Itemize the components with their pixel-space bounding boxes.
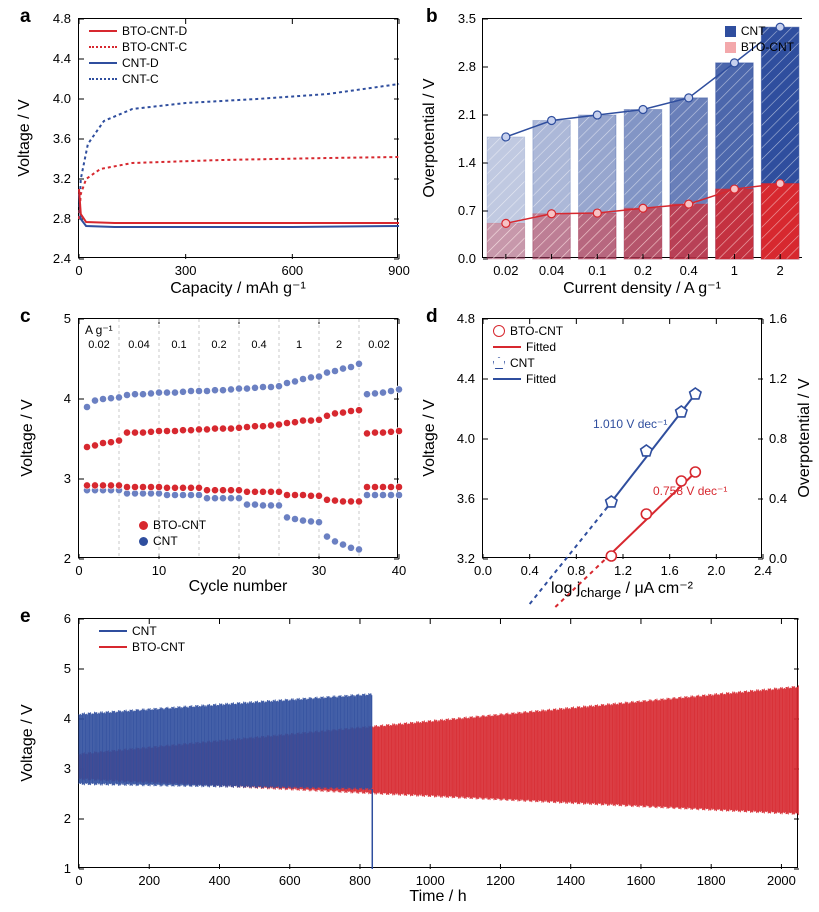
legend-label: Fitted <box>526 339 556 355</box>
panel-c-ag-label: A g⁻¹ <box>85 323 113 337</box>
legend-cnt: CNT <box>725 23 794 39</box>
legend-cnt-c: CNT-C <box>89 71 187 87</box>
legend-cnt-c2: CNT <box>139 533 206 549</box>
legend-label: CNT-C <box>122 71 159 87</box>
panel-a-legend: BTO-CNT-D BTO-CNT-C CNT-D CNT-C <box>89 23 187 87</box>
legend-cnt-d: CNT <box>493 355 563 371</box>
panel-c-plot: A g⁻¹ BTO-CNT CNT 01020304023450.020.040… <box>78 318 398 558</box>
panel-a: a BTO-CNT-D BTO-CNT-C CNT-D CNT-C 030060… <box>0 0 410 300</box>
legend-bto-cnt: BTO-CNT <box>725 39 794 55</box>
legend-label: CNT <box>132 623 157 639</box>
panel-c-xlabel: Cycle number <box>189 578 288 596</box>
panel-c: c A g⁻¹ BTO-CNT CNT 01020304023450.020.0… <box>0 300 410 600</box>
figure: a BTO-CNT-D BTO-CNT-C CNT-D CNT-C 030060… <box>0 0 819 912</box>
panel-d-label: d <box>426 306 438 328</box>
panel-a-xlabel: Capacity / mAh g⁻¹ <box>170 278 306 298</box>
panel-c-svg <box>79 319 399 559</box>
panel-a-label: a <box>20 6 31 28</box>
panel-d-xlabel: log jcharge / μA cm⁻² <box>551 578 693 600</box>
slope-bto-text: 0.758 V dec⁻¹ <box>653 484 727 498</box>
panel-e: e CNT BTO-CNT 02004006008001000120014001… <box>0 600 819 912</box>
panel-d: d BTO-CNT Fitted CNT Fitted 1.010 V dec⁻… <box>410 300 819 600</box>
legend-label: BTO-CNT <box>132 639 185 655</box>
legend-label: BTO-CNT-D <box>122 23 187 39</box>
panel-e-plot: CNT BTO-CNT 0200400600800100012001400160… <box>78 618 798 868</box>
panel-e-svg <box>79 619 799 869</box>
legend-label: BTO-CNT <box>741 39 794 55</box>
panel-b-legend: CNT BTO-CNT <box>725 23 794 55</box>
legend-fit-cnt: Fitted <box>493 371 563 387</box>
legend-cnt-e: CNT <box>99 623 185 639</box>
legend-label: CNT-D <box>122 55 159 71</box>
panel-d-ylabel-right: Overpotential / V <box>796 378 814 497</box>
panel-c-ylabel: Voltage / V <box>19 399 37 476</box>
panel-d-plot: BTO-CNT Fitted CNT Fitted 1.010 V dec⁻¹ … <box>482 318 762 558</box>
panel-b-xlabel: Current density / A g⁻¹ <box>563 278 721 298</box>
panel-b-plot: CNT BTO-CNT 0.00.71.42.12.83.50.020.040.… <box>482 18 802 258</box>
panel-e-xlabel: Time / h <box>409 888 466 906</box>
panel-e-label: e <box>20 606 31 628</box>
legend-label: BTO-CNT <box>153 517 206 533</box>
legend-label: CNT <box>153 533 178 549</box>
legend-bto-cnt-c2: BTO-CNT <box>139 517 206 533</box>
slope-cnt-text: 1.010 V dec⁻¹ <box>593 417 667 431</box>
legend-bto-d: BTO-CNT <box>493 323 563 339</box>
panel-d-legend: BTO-CNT Fitted CNT Fitted <box>493 323 563 387</box>
panel-c-label: c <box>20 306 31 328</box>
legend-bto-cnt-c: BTO-CNT-C <box>89 39 187 55</box>
panel-c-legend: BTO-CNT CNT <box>139 517 206 549</box>
panel-b-ylabel: Overpotential / V <box>421 78 439 197</box>
panel-a-plot: BTO-CNT-D BTO-CNT-C CNT-D CNT-C 03006009… <box>78 18 398 258</box>
legend-bto-cnt-d: BTO-CNT-D <box>89 23 187 39</box>
legend-label: BTO-CNT-C <box>122 39 187 55</box>
legend-label: Fitted <box>526 371 556 387</box>
panel-e-legend: CNT BTO-CNT <box>99 623 185 655</box>
legend-label: BTO-CNT <box>510 323 563 339</box>
panel-d-ylabel-left: Voltage / V <box>421 399 439 476</box>
panel-e-ylabel: Voltage / V <box>19 704 37 781</box>
panel-b-svg <box>483 19 803 259</box>
panel-b-label: b <box>426 6 438 28</box>
legend-label: CNT <box>510 355 535 371</box>
legend-cnt-d: CNT-D <box>89 55 187 71</box>
panel-a-ylabel: Voltage / V <box>16 99 34 176</box>
legend-fit-bto: Fitted <box>493 339 563 355</box>
legend-bto-e: BTO-CNT <box>99 639 185 655</box>
panel-b: b CNT BTO-CNT 0.00.71.42.12.83.50.020.04… <box>410 0 819 300</box>
legend-label: CNT <box>741 23 766 39</box>
